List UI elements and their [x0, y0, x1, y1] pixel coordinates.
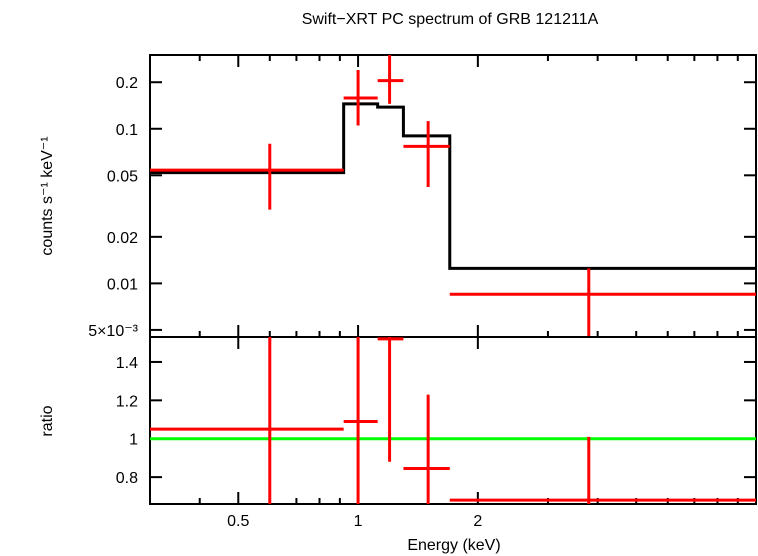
- spectrum-y-axis-label: counts s⁻¹ keV⁻¹: [39, 136, 56, 255]
- ratio-y-tick-label: 1.2: [116, 393, 138, 410]
- ratio-y-tick-label: 0.8: [116, 470, 138, 487]
- ratio-point: [449, 436, 756, 504]
- x-tick-label: 2: [473, 513, 482, 530]
- spectrum-y-tick-label: 0.02: [107, 230, 138, 247]
- spectrum-y-tick-label: 0.2: [116, 75, 138, 92]
- ratio-point: [343, 337, 378, 504]
- x-tick-label: 1: [354, 513, 363, 530]
- spectrum-y-tick-label: 5×10⁻³: [88, 323, 138, 340]
- ratio-panel-frame: [149, 336, 757, 505]
- spectrum-y-tick-label: 0.1: [116, 122, 138, 139]
- x-axis-label: Energy (keV): [407, 537, 500, 554]
- ratio-point: [377, 337, 404, 462]
- ratio-point: [403, 394, 450, 504]
- data-point: [403, 121, 450, 188]
- spectrum-panel: 0.2 0.1 0.05 0.02 0.01 5×10⁻³ counts s⁻¹ keV⁻…: [39, 54, 757, 340]
- spectrum-y-tick-label: 0.01: [107, 276, 138, 293]
- spectrum-y-tick-label: 0.05: [107, 168, 138, 185]
- ratio-y-tick-label: 1.4: [116, 355, 138, 372]
- data-point: [343, 69, 378, 126]
- data-point: [449, 268, 756, 337]
- model-step-line: [150, 102, 756, 270]
- ratio-y-tick-label: 1: [129, 432, 138, 449]
- ratio-panel: 1.4 1.2 1 0.8 0.5 1 2 ratio Energy (keV): [39, 336, 757, 554]
- chart-title: Swift−XRT PC spectrum of GRB 121211A: [302, 11, 599, 28]
- x-tick-label: 0.5: [227, 513, 249, 530]
- ratio-y-axis-label: ratio: [39, 405, 56, 436]
- ratio-point: [150, 337, 344, 504]
- data-point: [377, 55, 404, 104]
- data-point: [150, 143, 344, 210]
